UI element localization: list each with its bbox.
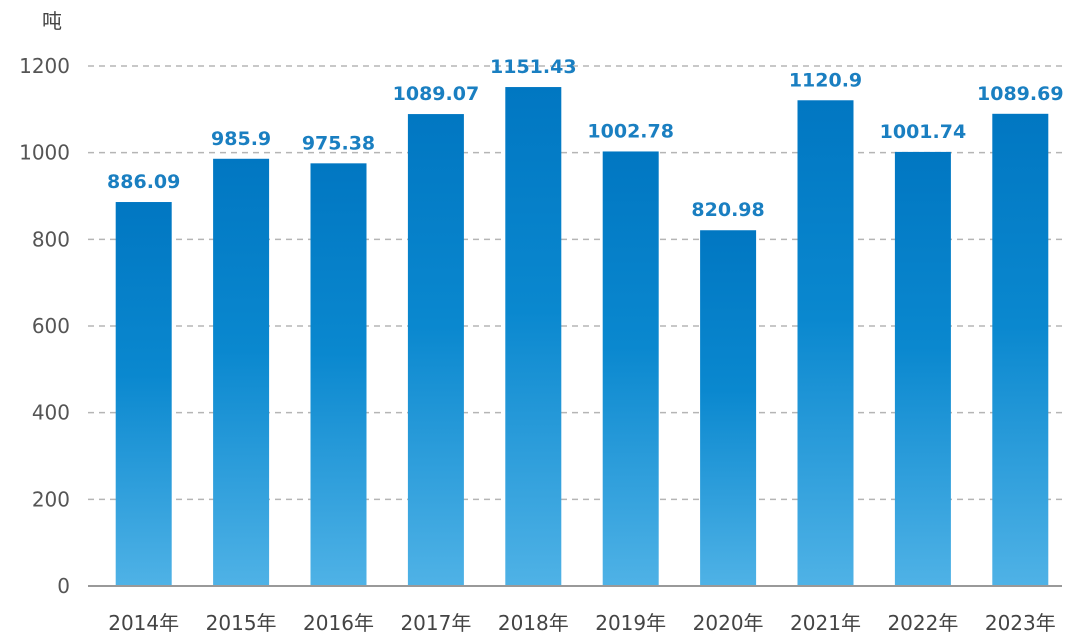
bar: [602, 151, 659, 586]
x-tick-label: 2021年: [790, 611, 861, 635]
bars: [115, 87, 1049, 587]
data-label: 1089.69: [977, 83, 1064, 105]
data-label: 886.09: [107, 171, 180, 193]
grid-lines: [88, 65, 1062, 501]
x-tick-label: 2018年: [498, 611, 569, 635]
x-tick-label: 2019年: [595, 611, 666, 635]
y-axis-ticks: 0 200 400 600 800 1000 1200: [19, 54, 70, 598]
x-tick-label: 2016年: [303, 611, 374, 635]
data-label: 1151.43: [490, 56, 577, 78]
x-tick-label: 2014年: [108, 611, 179, 635]
bar: [407, 114, 464, 586]
x-tick-label: 2015年: [206, 611, 277, 635]
y-tick-label: 800: [32, 227, 70, 251]
bar: [213, 158, 270, 586]
bar: [700, 230, 757, 586]
x-tick-label: 2023年: [985, 611, 1056, 635]
x-tick-label: 2020年: [693, 611, 764, 635]
data-label: 1002.78: [587, 120, 674, 142]
y-tick-label: 600: [32, 314, 70, 338]
x-tick-label: 2022年: [887, 611, 958, 635]
bar: [505, 87, 562, 586]
y-tick-label: 1000: [19, 141, 70, 165]
data-label: 985.9: [211, 128, 271, 150]
bar: [992, 113, 1049, 587]
data-label: 1089.07: [393, 83, 480, 105]
y-tick-label: 0: [57, 574, 70, 598]
x-tick-label: 2017年: [400, 611, 471, 635]
bar: [894, 151, 951, 587]
bar: [310, 163, 367, 586]
bar: [115, 202, 172, 587]
bar: [797, 100, 854, 586]
y-tick-label: 400: [32, 401, 70, 425]
y-axis-unit-label: 吨: [42, 9, 62, 33]
data-label: 1120.9: [789, 69, 862, 91]
y-tick-label: 1200: [19, 54, 70, 78]
data-label: 975.38: [302, 132, 375, 154]
y-tick-label: 200: [32, 487, 70, 511]
data-labels: 886.09 985.9 975.38 1089.07 1151.43 1002.78 82…: [107, 56, 1064, 221]
data-label: 1001.74: [880, 121, 967, 143]
data-label: 820.98: [691, 199, 764, 221]
x-axis-ticks: 2014年 2015年 2016年 2017年 2018年 2019年 2020年 2021年…: [108, 611, 1056, 635]
